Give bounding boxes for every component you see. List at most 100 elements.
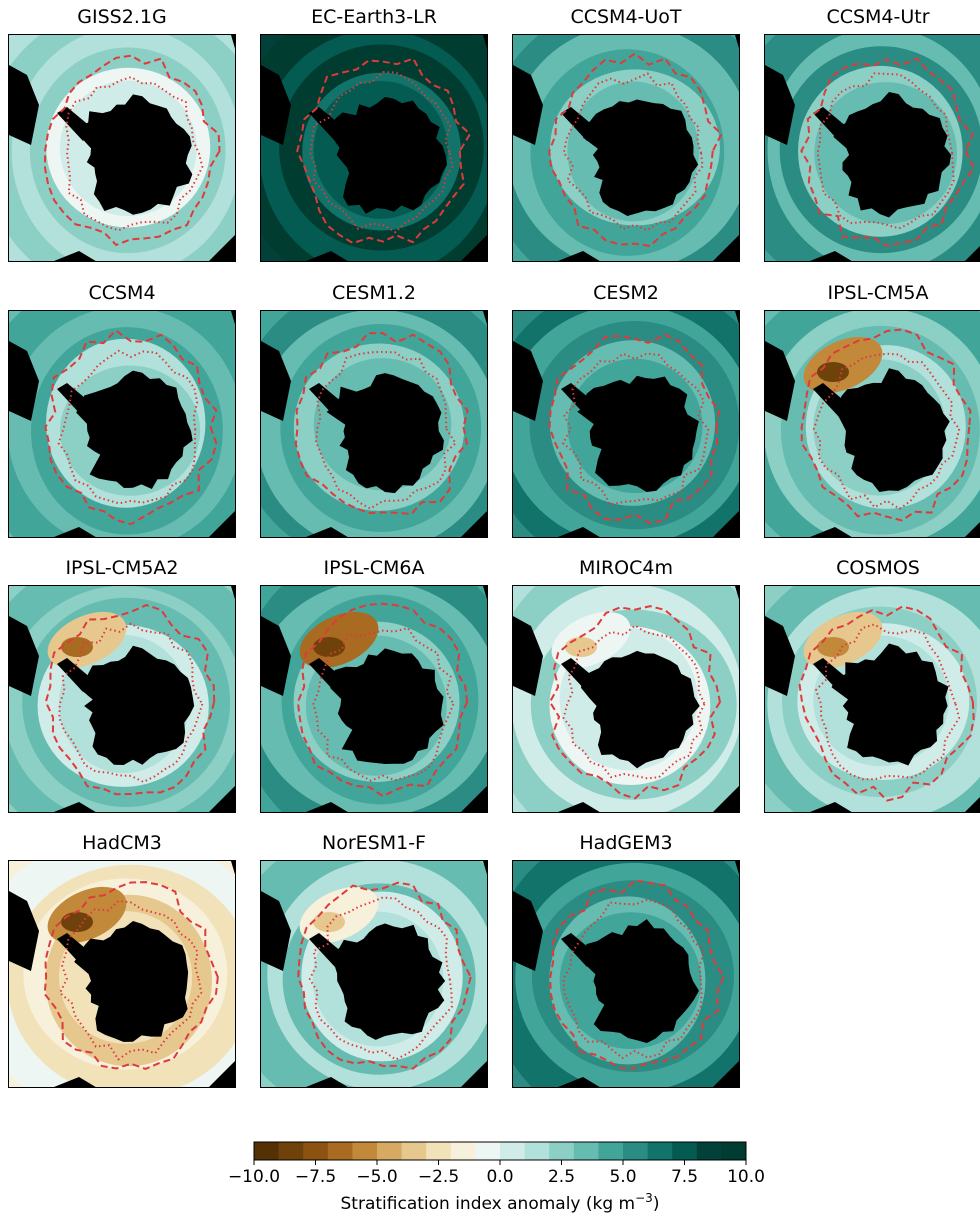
continent-fragment [9,891,39,971]
map-field [261,861,487,1087]
colorbar-segment [254,1142,280,1160]
panel-title: MIROC4m [578,557,674,579]
map-panel [764,34,980,262]
continent-fragment [209,235,235,261]
map-field [765,311,980,537]
colorbar-label: Stratification index anomaly (kg m−3) [341,1191,660,1213]
map-panel [8,860,236,1088]
antarctica-landmass [577,375,699,493]
map-panel [764,585,980,813]
antarctica-landmass [833,92,952,218]
colorbar-segment [475,1142,501,1160]
antarctic-peninsula [561,933,595,967]
map-panel [8,310,236,538]
antarctic-peninsula [813,383,847,417]
dashed-contour [296,602,469,798]
negative-anomaly-core [61,912,93,932]
continent-fragment [558,251,600,261]
colorbar-segment [549,1142,575,1160]
continent-fragment [713,786,739,812]
continent-fragment [209,511,235,537]
dotted-contour [814,623,961,781]
antarctic-peninsula [309,933,343,967]
panel-title: CCSM4 [88,282,156,304]
dotted-contour [58,899,203,1061]
continent-fragment [810,802,852,812]
panel-title: HadCM3 [82,832,162,854]
panel-title: COSMOS [836,557,920,579]
antarctica-landmass [329,648,444,764]
dotted-contour [65,76,204,232]
panel-title: CCSM4-UoT [570,6,682,28]
antarctic-peninsula [57,107,91,141]
map-field [513,311,739,537]
continent-fragment [306,527,348,537]
continent-fragment [54,251,96,261]
map-field [9,586,235,812]
colorbar-segment [401,1142,427,1160]
map-panel [512,860,740,1088]
continent-fragment [261,891,291,971]
dotted-contour [562,898,706,1060]
continent-fragment [461,511,487,537]
dashed-contour [294,332,469,515]
map-field [261,586,487,812]
colorbar-segment [352,1142,378,1160]
map-panel [260,34,488,262]
dashed-contour [549,879,725,1070]
colorbar-segment [598,1142,624,1160]
colorbar-segment [672,1142,698,1160]
antarctic-peninsula [309,107,343,141]
antarctic-peninsula [561,107,595,141]
antarctica-landmass [332,923,446,1040]
colorbar-segment [327,1142,353,1160]
continent-fragment [9,65,39,145]
negative-anomaly-core [313,637,345,657]
map-field [765,586,980,812]
continent-fragment [713,1061,739,1087]
antarctic-peninsula [57,383,91,417]
map-panel [260,585,488,813]
map-field [261,35,487,261]
map-field [513,35,739,261]
colorbar-segment [278,1142,304,1160]
antarctica-landmass [79,645,195,765]
continent-fragment [461,1061,487,1087]
dashed-contour [296,57,472,245]
colorbar-segment [377,1142,403,1160]
antarctic-peninsula [561,383,595,417]
continent-fragment [765,65,795,145]
colorbar-tick-label: 7.5 [671,1167,698,1187]
panel-title: EC-Earth3-LR [311,6,437,28]
colorbar-segment [524,1142,550,1160]
continent-fragment [261,341,291,421]
antarctica-landmass [326,373,444,494]
continent-fragment [765,616,795,696]
dashed-contour [800,57,976,247]
dashed-contour [44,603,216,796]
antarctic-peninsula [561,658,595,692]
map-panel [512,34,740,262]
colorbar-tick-label: 10.0 [727,1167,765,1187]
map-field [9,861,235,1087]
antarctic-peninsula [57,933,91,967]
continent-fragment [810,527,852,537]
colorbar-tick-label: −2.5 [418,1167,459,1187]
continent-fragment [713,235,739,261]
dotted-contour [309,71,454,234]
colorbar-segment [426,1142,452,1160]
colorbar-frame [253,1141,747,1161]
map-field [513,586,739,812]
continent-fragment [765,341,795,421]
map-panel [512,310,740,538]
continent-fragment [513,616,543,696]
map-field [9,35,235,261]
continent-fragment [261,65,291,145]
continent-fragment [461,786,487,812]
map-field [261,311,487,537]
dotted-contour [57,349,199,505]
colorbar-tick-label: −10.0 [228,1167,280,1187]
antarctica-landmass [330,96,447,214]
panel-title: IPSL-CM5A [827,282,929,304]
continent-fragment [810,251,852,261]
